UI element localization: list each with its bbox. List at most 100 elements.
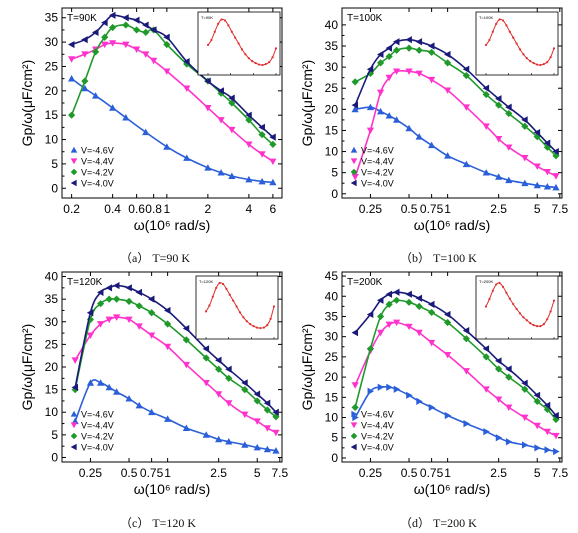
x-tick-label: 0.75: [420, 202, 444, 216]
data-point-series-3: [109, 23, 117, 32]
legend-marker: [351, 410, 358, 418]
data-point-series-1: [505, 176, 513, 184]
inset-point: [552, 299, 556, 302]
data-point-series-1: [217, 169, 225, 176]
y-tick-label: 25: [45, 59, 59, 73]
data-point-series-3: [263, 406, 271, 414]
data-point-series-1: [113, 388, 121, 395]
inset-point: [529, 322, 532, 325]
data-point-series-3: [552, 415, 560, 424]
data-point-series-2: [351, 382, 359, 389]
data-point-series-4: [150, 26, 157, 34]
data-point-series-1: [68, 75, 76, 82]
data-point-series-1: [109, 104, 117, 111]
x-axis-label: ω(10⁶ rad/s): [414, 481, 491, 497]
data-point-series-1: [385, 112, 393, 119]
data-point-series-2: [86, 332, 95, 339]
data-point-series-1: [142, 128, 150, 136]
data-point-series-4: [163, 33, 170, 41]
y-tick-label: 0: [51, 450, 58, 464]
data-point-series-2: [552, 173, 560, 180]
data-point-series-2: [385, 74, 393, 82]
data-point-series-4: [533, 128, 541, 137]
legend-label: V=-4.4V: [361, 157, 394, 167]
inset-label: T=100K: [479, 15, 493, 20]
y-tick-label: 40: [45, 270, 59, 284]
legend-label: V=-4.6V: [361, 410, 394, 420]
data-point-series-2: [444, 87, 452, 94]
y-tick-label: 45: [325, 269, 339, 283]
data-point-series-1: [125, 395, 133, 402]
inset-frame: [475, 275, 559, 340]
data-point-series-2: [521, 414, 529, 422]
inset-point: [546, 61, 549, 64]
y-tick-label: 35: [45, 11, 59, 25]
inset-point: [261, 63, 264, 67]
inset-point: [220, 18, 223, 21]
data-point-series-2: [150, 57, 158, 65]
data-point-series-4: [444, 50, 451, 59]
data-point-series-3: [495, 365, 503, 373]
data-point-series-2: [225, 400, 233, 407]
data-point-series-2: [96, 321, 105, 328]
data-point-series-3: [101, 33, 109, 41]
data-point-series-1: [96, 379, 105, 386]
data-point-series-1: [552, 183, 560, 191]
data-point-series-1: [482, 169, 490, 176]
inset-label: T=200K: [479, 279, 493, 284]
inset-plot: T=120K: [195, 275, 279, 340]
y-tick-label: 35: [45, 292, 59, 306]
data-point-series-2: [228, 126, 236, 134]
legend-marker: [70, 410, 78, 417]
inset-point: [508, 297, 511, 300]
data-point-series-1: [225, 438, 233, 445]
data-point-series-3: [142, 28, 150, 36]
x-tick-label: 0.25: [359, 202, 383, 216]
data-point-series-4: [135, 288, 143, 296]
data-point-series-1: [406, 391, 413, 399]
data-point-series-2: [428, 339, 436, 347]
data-point-series-3: [81, 77, 89, 85]
data-point-series-1: [415, 133, 423, 140]
data-point-series-1: [105, 383, 113, 391]
inset-point: [271, 56, 274, 59]
inset-point: [488, 38, 491, 42]
data-point-series-1: [245, 175, 253, 183]
data-point-series-4: [552, 411, 559, 420]
inset-point: [259, 326, 262, 330]
data-point-series-2: [217, 117, 225, 124]
data-point-series-4: [405, 290, 412, 298]
inset-point: [501, 285, 505, 288]
data-point-series-3: [415, 46, 423, 54]
data-point-series-2: [505, 404, 513, 412]
data-point-series-3: [444, 59, 452, 67]
data-point-series-4: [462, 327, 470, 335]
inset-label: T=120K: [199, 279, 213, 284]
y-axis-label: Gp/ω(μF/cm²): [299, 60, 315, 147]
inset-point: [204, 310, 208, 313]
inset-point: [255, 326, 259, 329]
data-point-series-2: [393, 68, 401, 75]
inset-point: [217, 22, 220, 25]
data-point-series-3: [521, 122, 529, 130]
data-point-series-4: [263, 399, 271, 407]
y-tick-label: 10: [325, 145, 339, 159]
data-point-series-1: [215, 435, 223, 443]
legend-marker: [350, 158, 358, 165]
x-tick-label: 1: [164, 202, 171, 216]
x-tick-label: 6: [270, 202, 277, 216]
x-tick-label: 5: [534, 466, 541, 480]
inset-point: [221, 282, 225, 286]
inset-point: [240, 48, 244, 51]
y-tick-label: 25: [325, 81, 339, 95]
data-point-series-3: [444, 318, 452, 327]
legend-label: V=-4.0V: [361, 443, 394, 453]
data-point-series-4: [109, 11, 116, 19]
data-point-series-2: [272, 429, 280, 437]
data-point-series-1: [367, 387, 375, 395]
panel-temperature-label: T=90K: [67, 13, 97, 24]
y-tick-label: 15: [325, 123, 339, 137]
legend-marker: [350, 168, 358, 176]
data-point-series-1: [553, 447, 560, 456]
data-point-series-4: [71, 383, 79, 391]
